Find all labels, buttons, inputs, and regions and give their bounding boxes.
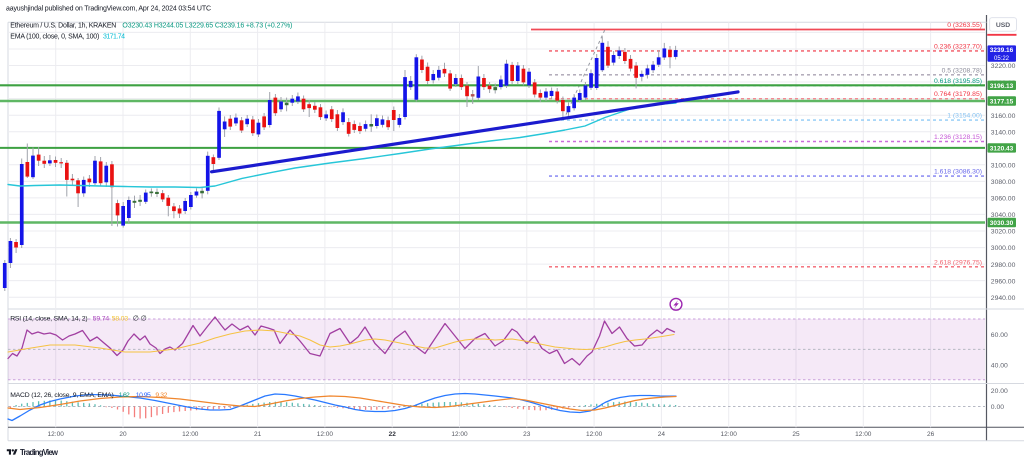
svg-text:0.236 (3237.70): 0.236 (3237.70) — [934, 43, 982, 50]
svg-text:05:22: 05:22 — [994, 56, 1010, 62]
svg-text:60.00: 60.00 — [991, 332, 1008, 339]
svg-text:58.03: 58.03 — [112, 316, 129, 323]
svg-text:10.95: 10.95 — [136, 392, 151, 399]
svg-text:1.62: 1.62 — [119, 392, 130, 399]
svg-text:3120.43: 3120.43 — [990, 146, 1014, 153]
svg-text:3080.00: 3080.00 — [991, 179, 1016, 186]
svg-text:2.618 (2976.75): 2.618 (2976.75) — [934, 259, 982, 266]
svg-text:12:00: 12:00 — [855, 431, 872, 438]
svg-text:20: 20 — [119, 431, 127, 438]
svg-text:0.00: 0.00 — [991, 404, 1004, 411]
svg-text:Ethereum / U.S. Dollar, 1h, KR: Ethereum / U.S. Dollar, 1h, KRAKEN — [10, 23, 116, 30]
svg-text:0.618 (3195.85): 0.618 (3195.85) — [934, 78, 982, 85]
svg-text:1 (3154.00): 1 (3154.00) — [947, 113, 982, 120]
svg-text:59.74: 59.74 — [93, 316, 110, 323]
svg-text:12:00: 12:00 — [451, 431, 468, 438]
svg-text:12:00: 12:00 — [182, 431, 199, 438]
svg-text:3140.00: 3140.00 — [991, 129, 1016, 136]
svg-text:23: 23 — [523, 431, 531, 438]
svg-text:20.00: 20.00 — [991, 388, 1008, 395]
svg-text:21: 21 — [254, 431, 262, 438]
svg-text:USD: USD — [996, 22, 1010, 29]
svg-text:3100.00: 3100.00 — [991, 163, 1016, 170]
svg-text:26: 26 — [927, 431, 935, 438]
svg-text:aayushjindal published on Trad: aayushjindal published on TradingView.co… — [6, 6, 211, 13]
svg-text:12:00: 12:00 — [586, 431, 603, 438]
svg-text:22: 22 — [389, 431, 397, 438]
svg-text:1.618 (3086.30): 1.618 (3086.30) — [934, 169, 982, 176]
svg-text:3160.00: 3160.00 — [991, 113, 1016, 120]
svg-text:EMA (100, close, 0, SMA, 100): EMA (100, close, 0, SMA, 100) — [10, 34, 99, 41]
svg-text:3060.00: 3060.00 — [991, 196, 1016, 203]
svg-text:12:00: 12:00 — [721, 431, 738, 438]
svg-text:TradingView: TradingView — [20, 448, 59, 457]
svg-text:12:00: 12:00 — [317, 431, 334, 438]
svg-text:2940.00: 2940.00 — [991, 295, 1016, 302]
svg-text:O3230.43 H3244.05 L3229.65: O3230.43 H3244.05 L3229.65 C3239.16 +8.7… — [122, 23, 292, 30]
svg-text:RSI (14, close, SMA, 14, 2): RSI (14, close, SMA, 14, 2) — [10, 316, 87, 323]
svg-text:∅ ∅: ∅ ∅ — [133, 316, 147, 323]
svg-text:3220.00: 3220.00 — [991, 63, 1016, 70]
svg-text:24: 24 — [658, 431, 666, 438]
svg-text:3196.13: 3196.13 — [990, 83, 1014, 90]
svg-text:3020.00: 3020.00 — [991, 229, 1016, 236]
svg-text:3177.15: 3177.15 — [990, 99, 1014, 106]
svg-text:3000.00: 3000.00 — [991, 245, 1016, 252]
svg-text:2960.00: 2960.00 — [991, 278, 1016, 285]
svg-text:3171.74: 3171.74 — [103, 34, 125, 41]
svg-text:3030.30: 3030.30 — [990, 220, 1014, 227]
svg-text:9.32: 9.32 — [155, 392, 167, 399]
svg-text:0.764 (3179.85): 0.764 (3179.85) — [934, 91, 982, 98]
svg-text:40.00: 40.00 — [991, 362, 1008, 369]
svg-text:0.5 (3208.78): 0.5 (3208.78) — [942, 67, 982, 74]
svg-text:3040.00: 3040.00 — [991, 212, 1016, 219]
svg-text:0 (3263.55): 0 (3263.55) — [947, 22, 982, 29]
svg-text:1.236 (3128.15): 1.236 (3128.15) — [934, 134, 982, 141]
svg-text:3239.16: 3239.16 — [990, 47, 1014, 54]
svg-text:2980.00: 2980.00 — [991, 262, 1016, 269]
svg-text:12:00: 12:00 — [48, 431, 65, 438]
svg-text:25: 25 — [792, 431, 800, 438]
svg-text:MACD (12, 26, close, 9, EMA, E: MACD (12, 26, close, 9, EMA, EMA) — [10, 392, 114, 399]
